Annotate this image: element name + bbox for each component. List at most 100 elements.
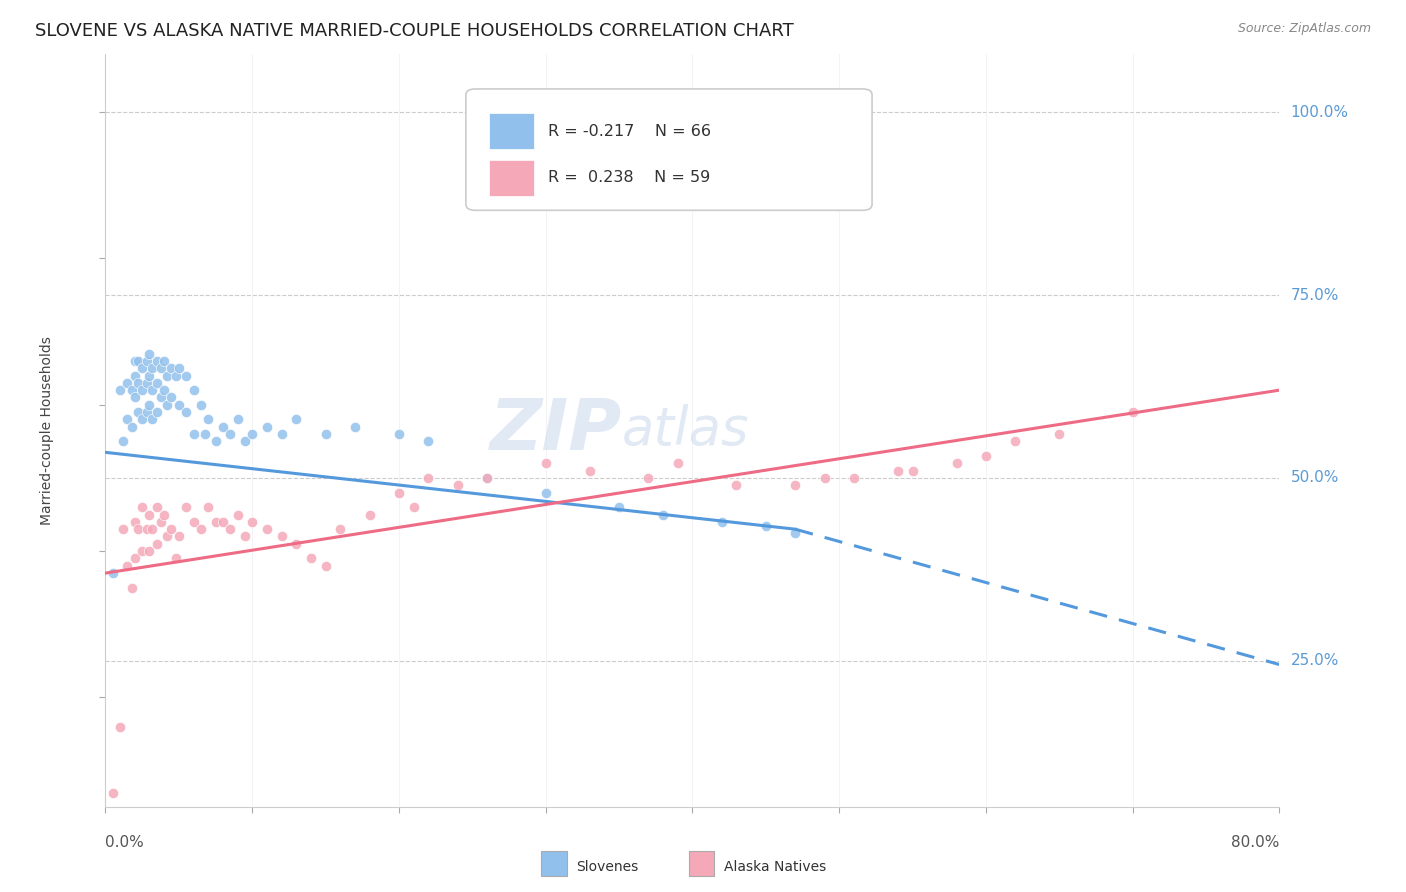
Point	[127, 354, 149, 368]
Point	[211, 419, 233, 434]
Point	[183, 515, 205, 529]
Point	[127, 376, 149, 390]
Point	[578, 464, 600, 478]
Point	[156, 529, 179, 543]
Point	[256, 522, 278, 536]
Point	[138, 544, 160, 558]
Point	[121, 581, 143, 595]
Point	[156, 368, 179, 383]
Text: R = -0.217    N = 66: R = -0.217 N = 66	[548, 124, 711, 138]
Point	[138, 508, 160, 522]
Point	[194, 427, 217, 442]
Point	[285, 537, 308, 551]
Point	[887, 464, 910, 478]
Point	[108, 720, 131, 734]
Text: 50.0%: 50.0%	[1291, 470, 1339, 485]
Point	[141, 412, 163, 426]
Point	[108, 383, 131, 397]
Point	[167, 361, 190, 376]
Point	[101, 786, 124, 800]
Point	[167, 529, 190, 543]
Text: 75.0%: 75.0%	[1291, 287, 1339, 302]
Point	[135, 405, 157, 419]
Point	[124, 551, 146, 566]
Point	[359, 508, 381, 522]
Text: 0.0%: 0.0%	[105, 835, 145, 850]
Text: Alaska Natives: Alaska Natives	[724, 860, 827, 874]
Point	[240, 427, 263, 442]
Text: Slovenes: Slovenes	[576, 860, 638, 874]
Point	[131, 500, 153, 515]
Point	[127, 405, 149, 419]
Point	[315, 427, 337, 442]
Point	[475, 471, 498, 485]
Point	[183, 427, 205, 442]
Point	[534, 456, 557, 470]
Point	[315, 558, 337, 573]
Text: 100.0%: 100.0%	[1291, 104, 1348, 120]
Point	[146, 500, 169, 515]
Point	[534, 485, 557, 500]
Point	[174, 368, 197, 383]
Point	[153, 508, 176, 522]
Point	[167, 398, 190, 412]
Point	[141, 361, 163, 376]
Point	[138, 346, 160, 360]
Point	[197, 412, 219, 426]
Point	[101, 566, 124, 580]
Text: R =  0.238    N = 59: R = 0.238 N = 59	[548, 170, 710, 186]
Point	[160, 522, 183, 536]
Point	[124, 368, 146, 383]
Point	[138, 398, 160, 412]
Point	[299, 551, 322, 566]
Point	[901, 464, 924, 478]
Point	[285, 412, 308, 426]
Point	[131, 412, 153, 426]
Point	[785, 478, 807, 492]
Point	[112, 522, 135, 536]
Point	[637, 471, 659, 485]
Point	[755, 518, 778, 533]
Point	[135, 376, 157, 390]
Point	[138, 368, 160, 383]
Point	[813, 471, 835, 485]
Point	[974, 449, 997, 463]
Point	[135, 354, 157, 368]
Point	[121, 383, 143, 397]
Point	[121, 419, 143, 434]
Point	[124, 515, 146, 529]
Point	[146, 376, 169, 390]
Point	[418, 434, 440, 449]
Point	[183, 383, 205, 397]
Point	[211, 515, 233, 529]
Point	[240, 515, 263, 529]
Point	[150, 515, 173, 529]
Point	[343, 419, 366, 434]
Point	[388, 485, 411, 500]
Point	[1122, 405, 1144, 419]
Point	[127, 522, 149, 536]
Point	[666, 456, 689, 470]
Point	[156, 398, 179, 412]
Point	[270, 427, 292, 442]
Text: Married-couple Households: Married-couple Households	[39, 336, 53, 524]
Point	[146, 405, 169, 419]
Point	[117, 412, 139, 426]
Point	[475, 471, 498, 485]
Point	[197, 500, 219, 515]
Point	[165, 551, 187, 566]
Text: 25.0%: 25.0%	[1291, 654, 1339, 668]
Point	[725, 478, 748, 492]
Point	[146, 537, 169, 551]
Point	[117, 558, 139, 573]
Point	[219, 427, 242, 442]
Point	[160, 391, 183, 405]
Point	[165, 368, 187, 383]
FancyBboxPatch shape	[489, 113, 534, 149]
Point	[135, 522, 157, 536]
Point	[112, 434, 135, 449]
Point	[150, 361, 173, 376]
Point	[1004, 434, 1026, 449]
Point	[607, 500, 630, 515]
FancyBboxPatch shape	[465, 89, 872, 211]
